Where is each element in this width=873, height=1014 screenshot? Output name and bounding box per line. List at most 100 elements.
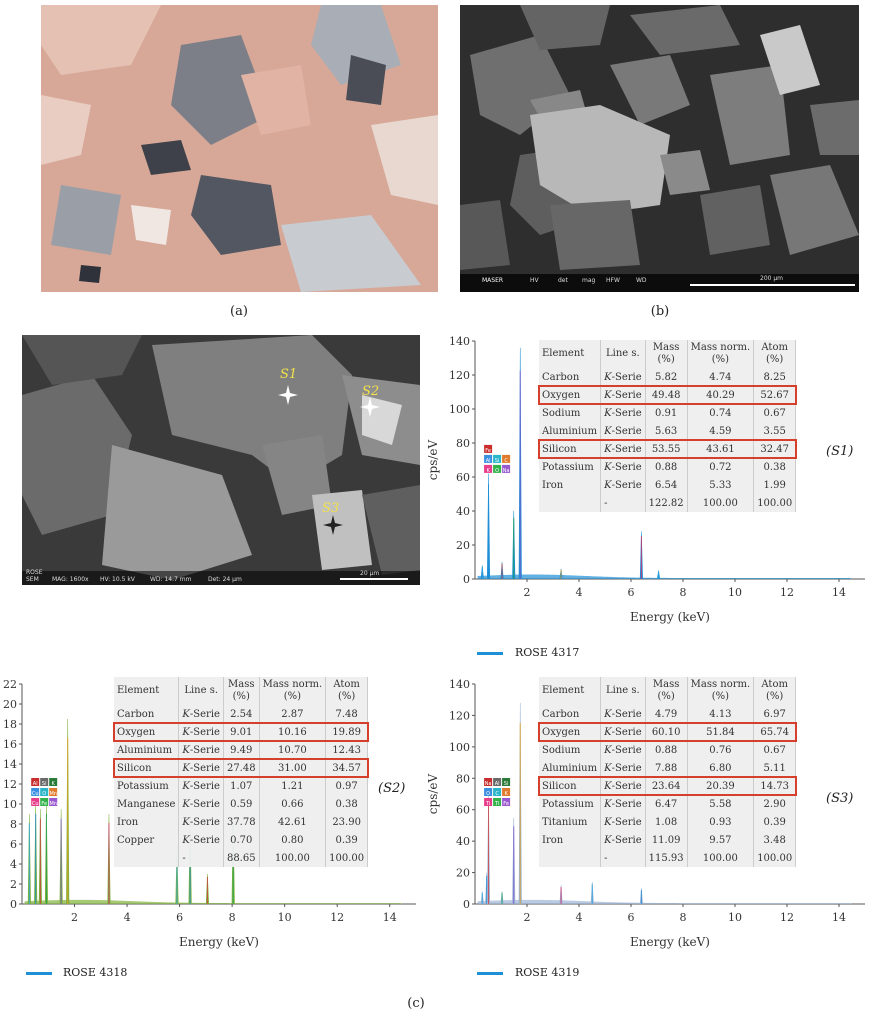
table-row: Silicon K-Serie 27.48 31.00 34.57	[114, 759, 369, 777]
x-tick-label: 12	[780, 911, 794, 924]
table-cell: Carbon	[539, 368, 602, 386]
table-cell: 1.99	[753, 476, 797, 494]
x-tick-label: 8	[229, 911, 236, 924]
highlight-box	[113, 758, 370, 778]
table-cell: K-Serie	[600, 831, 646, 849]
highlight-box	[538, 439, 798, 459]
table-cell: K-Serie	[600, 422, 646, 440]
footer-field: MAG: 1600x	[52, 576, 89, 583]
table-cell: 115.93	[645, 849, 688, 867]
table-row: Carbon K-Serie 2.54 2.87 7.48	[114, 705, 369, 723]
granite-photo	[41, 5, 438, 292]
table-cell: -	[600, 849, 646, 867]
y-tick-label: 0	[463, 573, 470, 586]
table-cell: K-Serie	[600, 458, 646, 476]
spot-s2-label: S2	[362, 384, 379, 399]
peak-label-box	[31, 778, 40, 786]
peak-label: Ti	[494, 801, 499, 807]
table-cell: 7.88	[645, 759, 688, 777]
peak-label: K	[504, 791, 508, 797]
legend-label-s1: ROSE 4317	[515, 646, 580, 659]
peak-label-box	[493, 464, 502, 473]
table-cell: Copper	[114, 831, 180, 849]
table-header-cell: Mass (%)	[223, 677, 260, 705]
table-cell: 5.11	[753, 759, 797, 777]
table-row: Aluminium K-Serie 7.88 6.80 5.11	[539, 759, 797, 777]
table-cell: 42.61	[259, 813, 327, 831]
x-tick-label: 10	[728, 586, 742, 599]
footer-field: mag	[582, 277, 596, 284]
caption-b: (b)	[650, 304, 670, 319]
peak-label-box	[31, 788, 40, 796]
table-header-cell: Line s.	[178, 677, 224, 705]
peak-label-box	[484, 444, 493, 453]
table-cell: 122.82	[645, 494, 688, 512]
y-tick-label: 20	[3, 698, 17, 711]
eds-table-s3: Element Line s. Mass (%) Mass norm. (%) Atom (%…	[539, 677, 797, 867]
eds-table-s1: Element Line s. Mass (%) Mass norm. (%) Atom (%…	[539, 340, 797, 512]
y-tick-label: 6	[10, 838, 17, 851]
table-row: Aluminium K-Serie 9.49 10.70 12.43	[114, 741, 369, 759]
table-cell: K-Serie	[600, 759, 646, 777]
sample-id-s3: (S3)	[826, 791, 854, 806]
table-header-row: Element Line s. Mass (%) Mass norm. (%) Atom (%…	[539, 677, 797, 705]
peak-label: Mn	[49, 791, 56, 797]
table-cell: 5.63	[645, 422, 688, 440]
peak-label: Al	[486, 458, 491, 464]
table-cell: 10.70	[259, 741, 327, 759]
spectrum-continuum	[24, 899, 403, 904]
table-row: Copper K-Serie 0.70 0.80 0.39	[114, 831, 369, 849]
x-tick-label: 2	[71, 911, 78, 924]
table-cell: 53.55	[645, 440, 688, 458]
table-cell: 3.55	[753, 422, 797, 440]
footer-field: WD: 14.7 mm	[150, 576, 192, 583]
y-tick-label: 12	[3, 778, 17, 791]
spot-s3-marker: S3	[322, 501, 343, 535]
table-cell: 43.61	[687, 440, 755, 458]
peak-label: Al	[33, 781, 38, 787]
footer-field: HV: 10.5 kV	[100, 576, 135, 583]
x-axis-title: Energy (keV)	[630, 610, 710, 624]
table-cell: Manganese	[114, 795, 180, 813]
x-tick-label: 6	[628, 911, 635, 924]
table-row: Oxygen K-Serie 9.01 10.16 19.89	[114, 723, 369, 741]
table-cell: Carbon	[114, 705, 180, 723]
peak-label-box	[49, 798, 58, 806]
table-cell: 51.84	[687, 723, 755, 741]
table-cell: 7.48	[325, 705, 369, 723]
granite-photo-art	[41, 5, 438, 292]
x-tick-label: 8	[680, 911, 687, 924]
table-row: Oxygen K-Serie 49.48 40.29 52.67	[539, 386, 797, 404]
y-axis-title: cps/eV	[426, 773, 440, 814]
table-row: Oxygen K-Serie 60.10 51.84 65.74	[539, 723, 797, 741]
table-cell: 1.07	[223, 777, 260, 795]
table-cell: 100.00	[753, 849, 797, 867]
table-cell: 0.76	[687, 741, 755, 759]
table-cell: 6.97	[753, 705, 797, 723]
table-cell: Sodium	[539, 404, 602, 422]
table-cell	[114, 849, 180, 867]
peak-label-box	[49, 778, 58, 786]
spectrum-continuum	[477, 899, 852, 904]
table-header-cell: Mass (%)	[645, 340, 688, 368]
table-row: Iron K-Serie 37.78 42.61 23.90	[114, 813, 369, 831]
table-cell: 23.64	[645, 777, 688, 795]
legend-swatch-s2	[26, 972, 52, 975]
peak-label: Fe	[41, 801, 47, 807]
table-total-row: -115.93 100.00 100.00	[539, 849, 797, 867]
table-cell: 31.00	[259, 759, 327, 777]
peak-label: Al	[495, 781, 500, 787]
footer-field: Det: 24 µm	[208, 576, 242, 583]
table-header-cell: Element	[539, 340, 602, 368]
table-cell: 0.93	[687, 813, 755, 831]
table-total-row: -122.82 100.00 100.00	[539, 494, 797, 512]
table-cell: 100.00	[325, 849, 369, 867]
table-cell: 5.33	[687, 476, 755, 494]
peak-label-box	[40, 778, 49, 786]
peak-label: Ti	[485, 801, 490, 807]
table-row: Titanium K-Serie 1.08 0.93 0.39	[539, 813, 797, 831]
peak-label: Si	[42, 781, 47, 787]
footer-field: SEM	[26, 576, 39, 583]
table-cell: Potassium	[539, 795, 602, 813]
y-tick-label: 140	[449, 678, 470, 691]
